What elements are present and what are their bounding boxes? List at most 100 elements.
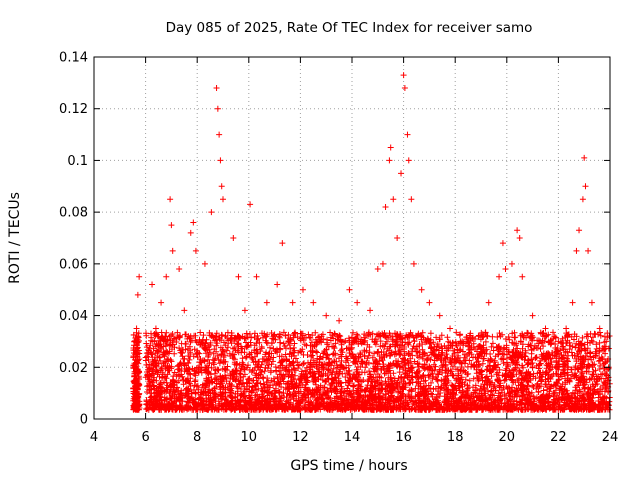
- data-point: [404, 131, 411, 138]
- data-point: [218, 183, 225, 190]
- x-tick-label: 12: [292, 430, 309, 445]
- data-point: [514, 227, 521, 234]
- data-point: [323, 312, 330, 319]
- data-point: [542, 325, 549, 332]
- data-point: [152, 325, 159, 332]
- x-tick-label: 6: [141, 430, 149, 445]
- data-point: [216, 131, 223, 138]
- data-point: [192, 247, 199, 254]
- data-point: [508, 260, 515, 267]
- data-point: [496, 273, 503, 280]
- x-tick-labels: 4 6 8 10 12 14 16 18 20 22 24: [90, 430, 618, 445]
- data-point: [374, 266, 381, 273]
- data-point: [386, 157, 393, 164]
- data-point: [354, 299, 361, 306]
- data-point: [519, 273, 526, 280]
- data-point: [563, 325, 570, 332]
- data-point: [585, 247, 592, 254]
- data-point: [163, 273, 170, 280]
- data-point: [181, 307, 188, 314]
- data-point: [299, 286, 306, 293]
- data-point: [555, 338, 562, 345]
- data-point: [168, 222, 175, 229]
- y-tick-label: 0.12: [59, 102, 88, 117]
- data-point: [475, 333, 482, 340]
- data-point: [569, 299, 576, 306]
- data-point: [596, 325, 603, 332]
- data-point: [581, 154, 588, 161]
- data-point: [241, 307, 248, 314]
- data-point: [516, 235, 523, 241]
- data-point: [220, 196, 226, 203]
- data-point: [208, 209, 215, 216]
- data-point: [410, 260, 417, 267]
- data-point: [253, 273, 260, 280]
- data-point: [213, 85, 220, 92]
- data-point: [214, 105, 221, 112]
- x-axis-label: GPS time / hours: [290, 458, 407, 474]
- x-tick-label: 8: [193, 430, 201, 445]
- data-points: [130, 72, 612, 402]
- y-tick-label: 0.06: [59, 257, 88, 272]
- data-point: [279, 240, 286, 247]
- data-point: [136, 273, 143, 280]
- x-tick-label: 20: [499, 430, 516, 445]
- data-point: [134, 369, 141, 376]
- data-point: [310, 299, 317, 306]
- x-tick-label: 22: [550, 430, 567, 445]
- data-point: [576, 227, 583, 234]
- data-point: [499, 240, 506, 247]
- data-point: [336, 317, 343, 324]
- data-point: [447, 325, 454, 332]
- x-tick-label: 4: [90, 430, 98, 445]
- data-point: [457, 338, 464, 345]
- y-tick-label: 0.08: [59, 206, 88, 221]
- y-tick-label: 0.14: [59, 51, 88, 66]
- data-point: [405, 157, 412, 164]
- x-tick-label: 14: [344, 430, 361, 445]
- data-point: [217, 157, 224, 164]
- data-point: [436, 312, 443, 319]
- data-point: [201, 260, 208, 267]
- x-tick-label: 16: [395, 430, 412, 445]
- data-point: [130, 384, 137, 391]
- y-tick-label: 0.02: [59, 361, 88, 376]
- data-point: [529, 312, 536, 319]
- data-point: [582, 183, 589, 190]
- chart-title: Day 085 of 2025, Rate Of TEC Index for r…: [166, 20, 533, 36]
- data-point: [418, 286, 425, 293]
- data-point: [145, 364, 152, 371]
- data-point: [133, 325, 140, 332]
- background-scatter-marks: [130, 329, 613, 413]
- data-point: [603, 338, 610, 345]
- data-point: [346, 286, 353, 293]
- data-point: [401, 85, 408, 92]
- data-point: [190, 219, 197, 226]
- x-tick-label: 18: [447, 430, 464, 445]
- data-point: [176, 266, 183, 273]
- data-point: [132, 351, 139, 358]
- data-point: [169, 247, 176, 254]
- data-point: [149, 281, 156, 288]
- grid: [94, 57, 610, 419]
- data-point: [387, 144, 394, 151]
- data-point: [400, 72, 407, 79]
- y-axis-label: ROTI / TECUs: [7, 192, 23, 284]
- data-point: [426, 299, 433, 306]
- data-point: [158, 299, 165, 306]
- data-point: [398, 170, 405, 177]
- data-point: [573, 247, 580, 254]
- data-point: [187, 229, 194, 236]
- data-point: [465, 343, 472, 350]
- data-point: [588, 299, 595, 306]
- data-point: [408, 196, 415, 203]
- data-point: [263, 299, 270, 306]
- data-point: [367, 307, 374, 314]
- axis-ticks: [93, 56, 611, 420]
- y-tick-label: 0: [80, 413, 88, 428]
- data-point: [167, 196, 174, 203]
- data-point: [394, 235, 401, 241]
- x-tick-label: 10: [241, 430, 258, 445]
- y-tick-label: 0.1: [67, 154, 88, 169]
